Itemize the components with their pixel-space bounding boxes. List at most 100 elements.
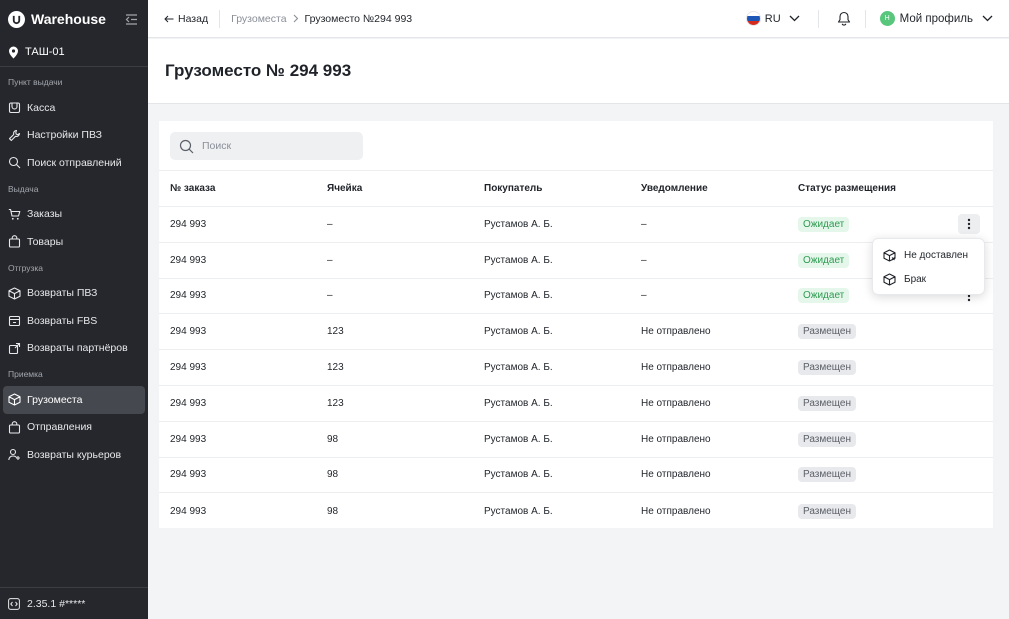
- sidebar-item-label: Поиск отправлений: [27, 156, 122, 169]
- sidebar-item-shipment-search[interactable]: Поиск отправлений: [0, 149, 145, 177]
- search-input[interactable]: [202, 140, 362, 152]
- sidebar-item-goods[interactable]: Товары: [0, 228, 145, 256]
- sidebar-section-title: Выдача: [8, 183, 39, 194]
- cell-actions: [937, 349, 993, 386]
- topbar-actions: RU Н Мой профиль: [745, 9, 993, 28]
- cell-actions: [937, 385, 993, 422]
- language-selector[interactable]: RU: [745, 11, 800, 26]
- sidebar-item-pvz-returns[interactable]: Возвраты ПВЗ: [0, 280, 145, 308]
- cargo-table: № заказа Ячейка Покупатель Уведомление С…: [159, 170, 993, 529]
- notifications-button[interactable]: [837, 11, 851, 26]
- profile-menu[interactable]: Н Мой профиль: [879, 11, 993, 26]
- cell-status: Ожидает: [787, 278, 937, 315]
- chevron-down-icon: [982, 15, 993, 22]
- more-vertical-icon: [967, 219, 971, 230]
- table-row[interactable]: 294 993 98 Рустамов А. Б. Не отправлено Разм…: [159, 421, 993, 458]
- location-selector[interactable]: ТАШ-01: [0, 38, 148, 66]
- column-header-buyer[interactable]: Покупатель: [473, 170, 630, 207]
- cashbox-icon: [8, 102, 21, 114]
- cell-storage-cell: 123: [316, 385, 473, 422]
- cell-status: Размещен: [787, 349, 937, 386]
- table-row[interactable]: 294 993 123 Рустамов А. Б. Не отправлено Раз…: [159, 385, 993, 422]
- language-label: RU: [764, 12, 781, 25]
- column-header-status[interactable]: Статус размещения: [787, 170, 937, 207]
- table-row[interactable]: 294 993 123 Рустамов А. Б. Не отправлено Раз…: [159, 313, 993, 351]
- table-row[interactable]: 294 993 123 Рустамов А. Б. Не отправлено Раз…: [159, 349, 993, 386]
- warehouse-logo-icon: [8, 10, 25, 28]
- cell-actions: [937, 206, 993, 243]
- cart-icon: [8, 208, 21, 220]
- cell-actions: [937, 313, 993, 351]
- cell-notification: Не отправлено: [630, 349, 787, 386]
- breadcrumb-parent[interactable]: Грузоместа: [231, 12, 287, 25]
- divider: [864, 9, 866, 28]
- user-plus-icon: [8, 449, 20, 461]
- box-return-icon: [8, 316, 21, 327]
- sidebar-item-fbs-returns[interactable]: Возвраты FBS: [0, 307, 145, 335]
- status-badge: Размещен: [798, 503, 857, 519]
- cell-buyer: Рустамов А. Б.: [473, 385, 630, 422]
- chevron-down-icon: [789, 15, 800, 22]
- sidebar-item-cargo-places[interactable]: Грузоместа: [3, 386, 145, 414]
- cell-notification: Не отправлено: [630, 385, 787, 422]
- menu-item-not-delivered[interactable]: Не доставлен: [873, 243, 984, 267]
- sidebar-item-label: Настройки ПВЗ: [27, 129, 102, 142]
- sidebar-item-label: Возвраты ПВЗ: [27, 287, 98, 300]
- status-badge: Размещен: [798, 395, 857, 411]
- back-button[interactable]: Назад: [164, 13, 208, 25]
- cell-order-number: 294 993: [159, 349, 316, 386]
- cell-notification: Не отправлено: [630, 457, 787, 494]
- search-icon: [179, 139, 194, 153]
- breadcrumb-current: Грузоместо №294 993: [304, 12, 413, 25]
- column-header-notification[interactable]: Уведомление: [630, 170, 787, 207]
- sidebar-divider: [0, 66, 148, 67]
- topbar: Назад Грузоместа Грузоместо №294 993 RU …: [148, 0, 1009, 38]
- sidebar-item-shipments[interactable]: Отправления: [0, 414, 145, 442]
- table-row[interactable]: 294 993 98 Рустамов А. Б. Не отправлено Разм…: [159, 457, 993, 494]
- page-header: Грузоместо № 294 993: [148, 39, 1009, 104]
- sidebar-item-courier-returns[interactable]: Возвраты курьеров: [0, 441, 145, 469]
- box-arrow-icon: [8, 342, 21, 354]
- cell-order-number: 294 993: [159, 242, 316, 279]
- sidebar-item-cashbox[interactable]: Касса: [0, 94, 145, 122]
- cell-storage-cell: 98: [316, 421, 473, 458]
- cell-order-number: 294 993: [159, 457, 316, 494]
- status-badge: Размещен: [798, 467, 857, 483]
- cell-buyer: Рустамов А. Б.: [473, 278, 630, 315]
- cell-notification: Не отправлено: [630, 421, 787, 458]
- table-row[interactable]: 294 993– Рустамов А. Б. – Ожидает: [159, 242, 993, 279]
- cell-status: Размещен: [787, 493, 937, 529]
- profile-label: Мой профиль: [899, 12, 973, 25]
- version-footer: 2.35.1 #*****: [0, 587, 148, 619]
- cell-order-number: 294 993: [170, 505, 207, 517]
- sidebar-item-pvz-settings[interactable]: Настройки ПВЗ: [0, 122, 145, 150]
- location-pin-icon: [9, 46, 18, 58]
- table-row[interactable]: 294 993 98 Рустамов А. Б. Не отправлено Разм…: [159, 493, 993, 529]
- arrow-left-icon: [164, 15, 174, 22]
- chevron-right-icon: [293, 14, 299, 23]
- table-row[interactable]: 294 993– Рустамов А. Б. – Ожидает: [159, 206, 993, 243]
- brand-name: Warehouse: [31, 11, 106, 27]
- cell-buyer: Рустамов А. Б.: [473, 313, 630, 351]
- cell-order-number: 294 993: [159, 278, 316, 315]
- shopping-bag-icon: [8, 420, 21, 434]
- sidebar-section-title: Отгрузка: [8, 262, 44, 273]
- table-row[interactable]: 294 993– Рустамов А. Б. – Ожидает: [159, 278, 993, 315]
- sidebar-item-orders[interactable]: Заказы: [0, 201, 145, 229]
- menu-item-defect[interactable]: Брак: [873, 267, 984, 291]
- collapse-sidebar-icon[interactable]: [124, 12, 138, 26]
- column-header-order[interactable]: № заказа: [159, 170, 316, 207]
- column-header-actions: [937, 170, 993, 207]
- cell-status: Размещен: [787, 313, 937, 351]
- cell-notification: Не отправлено: [630, 313, 787, 351]
- column-header-cell[interactable]: Ячейка: [316, 170, 473, 207]
- cell-actions: [937, 493, 993, 529]
- sidebar-item-partner-returns[interactable]: Возвраты партнёров: [0, 335, 145, 363]
- menu-item-label: Брак: [904, 273, 927, 285]
- cell-order-number: 294 993: [159, 421, 316, 458]
- search-box[interactable]: [170, 132, 363, 160]
- bell-icon: [837, 11, 850, 26]
- cell-status: Размещен: [787, 385, 937, 422]
- row-actions-button[interactable]: [958, 214, 980, 235]
- cell-buyer: Рустамов А. Б.: [473, 421, 630, 458]
